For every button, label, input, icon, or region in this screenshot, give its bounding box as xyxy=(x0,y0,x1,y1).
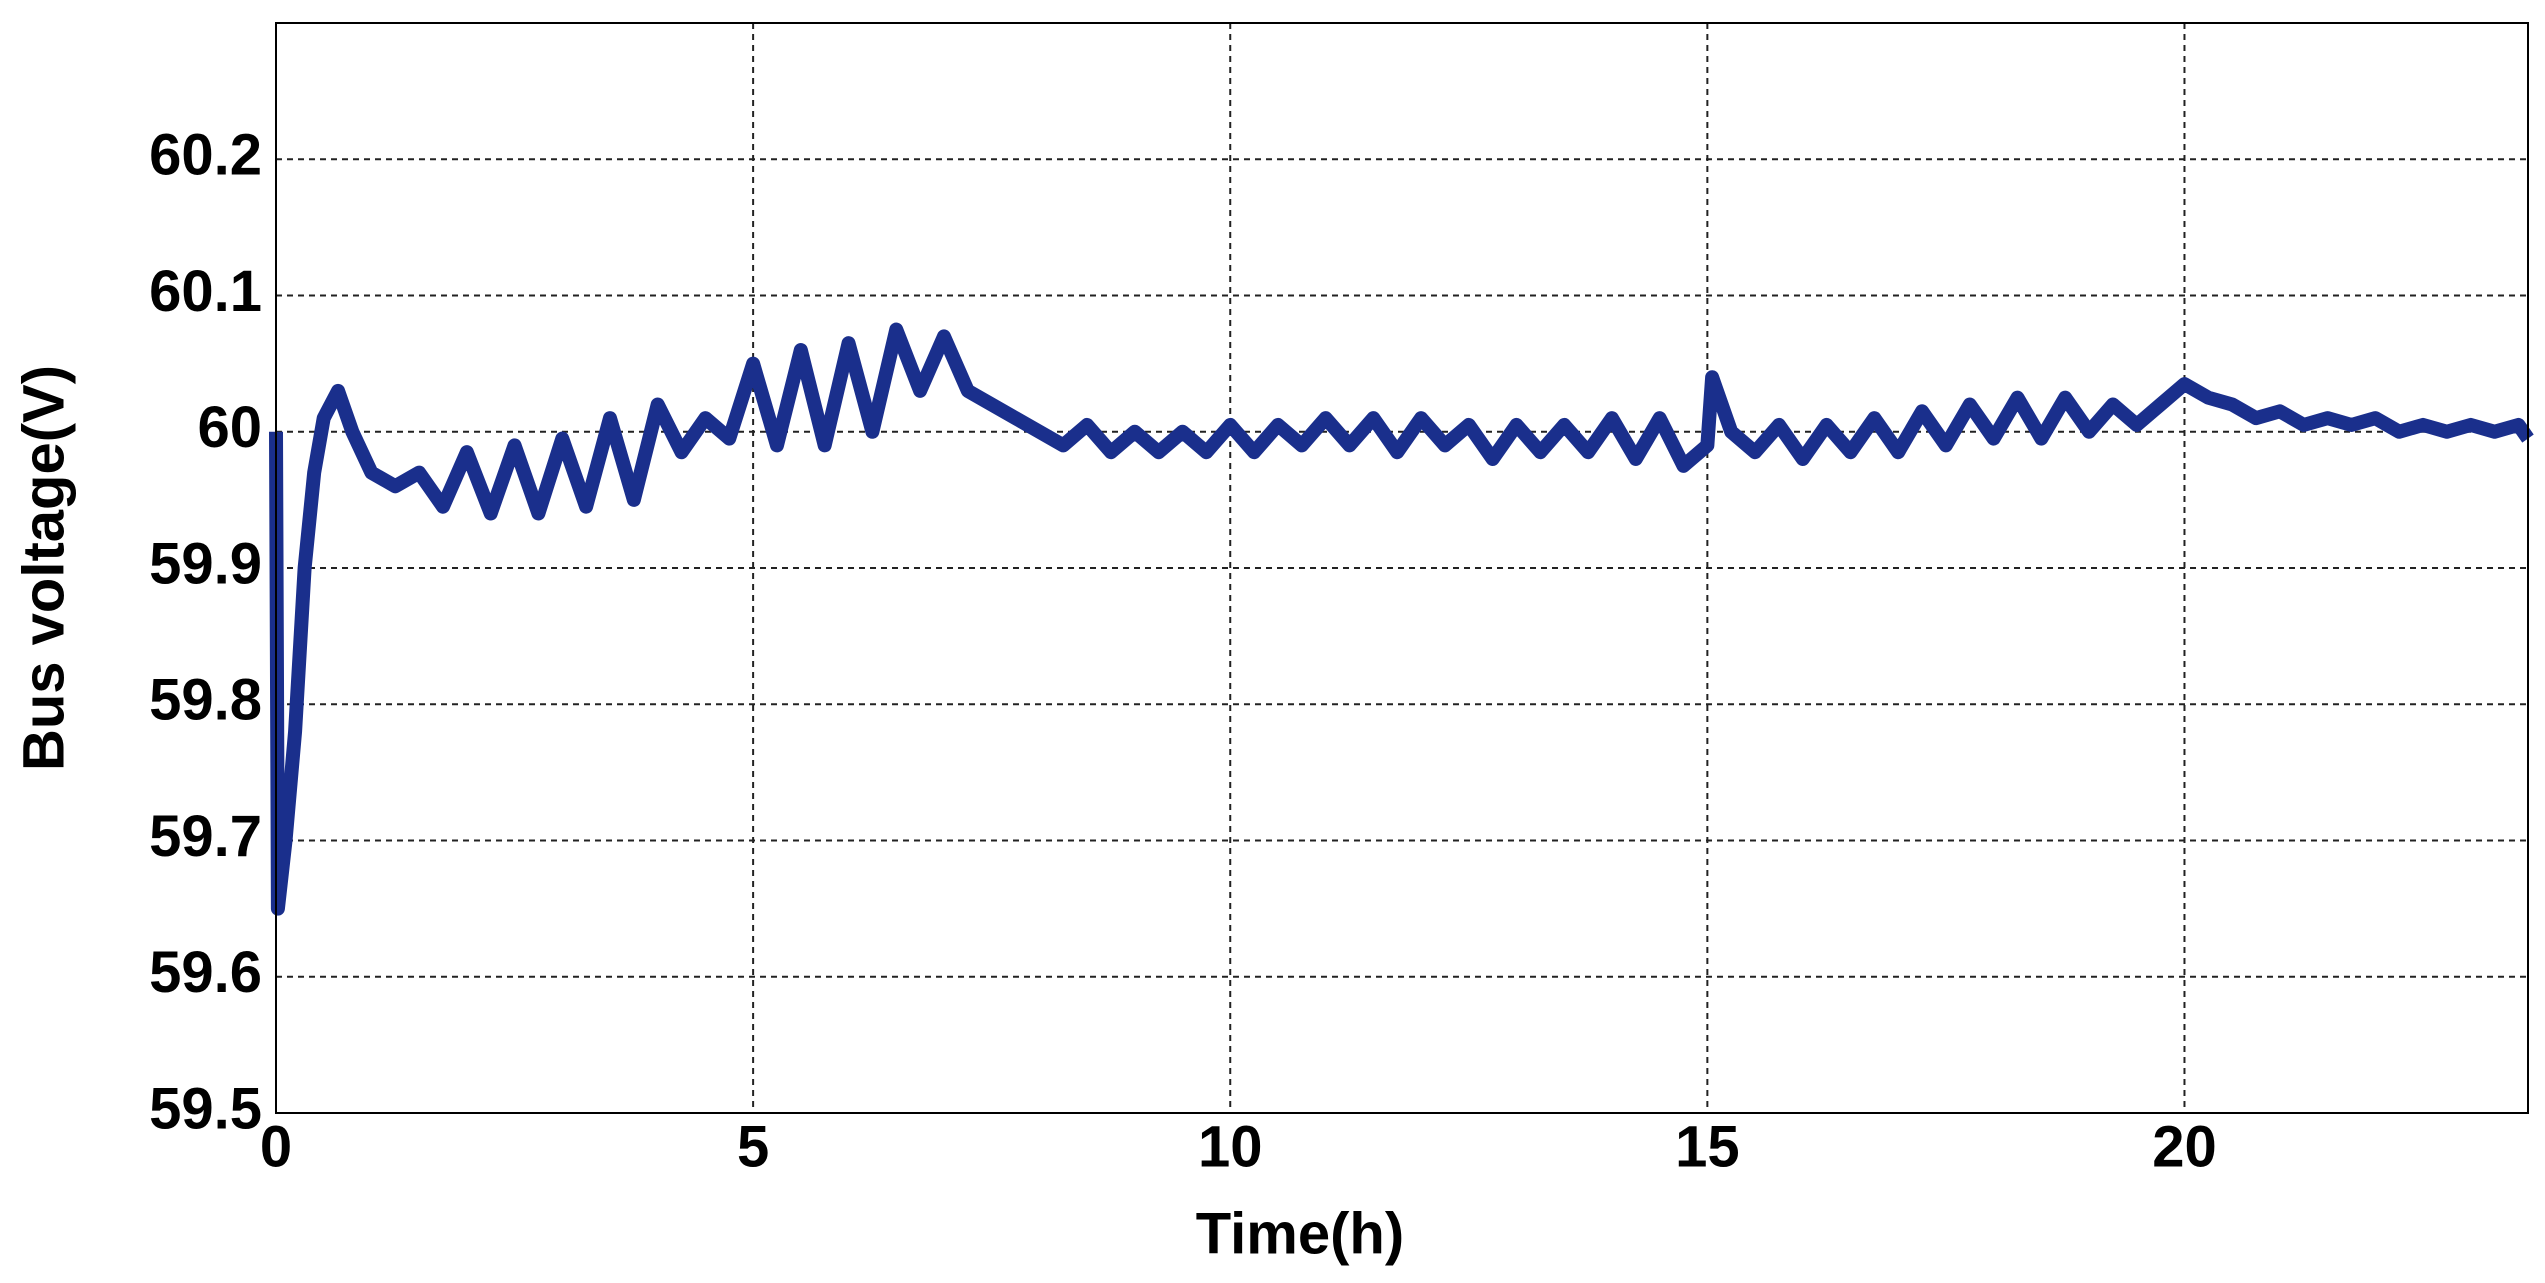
x-tick-label: 20 xyxy=(2152,1114,2217,1179)
x-tick-label: 10 xyxy=(1198,1114,1263,1179)
y-tick-label: 60.1 xyxy=(149,259,262,324)
y-tick-label: 59.6 xyxy=(149,940,262,1005)
y-tick-label: 60.2 xyxy=(149,123,262,188)
x-tick-label: 5 xyxy=(737,1114,769,1179)
x-tick-label: 0 xyxy=(260,1114,292,1179)
data-line xyxy=(269,322,2534,916)
x-axis-label: Time(h) xyxy=(1196,1201,1404,1266)
y-tick-label: 59.7 xyxy=(149,804,262,869)
x-tick-label: 15 xyxy=(1675,1114,1740,1179)
y-tick-label: 59.9 xyxy=(149,531,262,596)
y-tick-label: 59.8 xyxy=(149,668,262,733)
y-tick-label: 59.5 xyxy=(149,1076,262,1141)
plot-frame xyxy=(275,22,2529,1114)
y-tick-label: 60 xyxy=(197,395,262,460)
y-axis-label: Bus voltage(V) xyxy=(11,365,76,771)
